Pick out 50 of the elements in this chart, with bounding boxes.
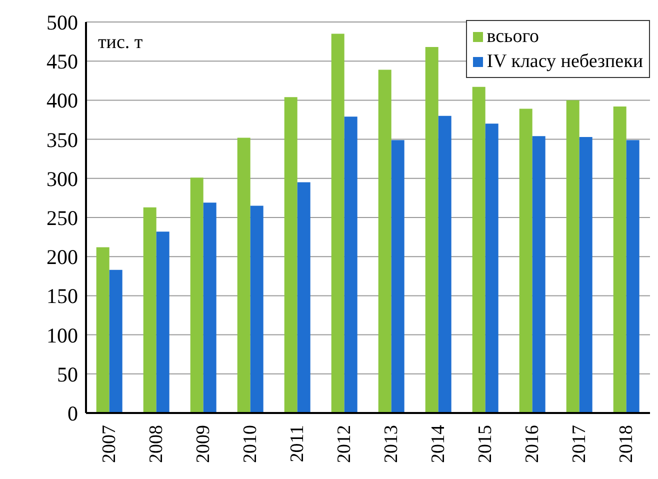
legend-label: всього (486, 25, 540, 49)
legend-label: IV класу небезпеки (486, 50, 643, 74)
bar (391, 140, 404, 413)
bar (109, 270, 122, 413)
bar (96, 247, 110, 413)
y-tick-label: 50 (57, 362, 78, 386)
bar (519, 108, 532, 413)
bar (156, 232, 170, 413)
y-axis-title: тис. т (98, 32, 144, 53)
y-tick-label: 450 (46, 50, 78, 74)
x-tick-label: 2015 (475, 425, 496, 463)
y-tick-label: 400 (46, 88, 78, 113)
x-tick-label: 2016 (522, 425, 543, 463)
bar (438, 116, 452, 413)
bar (143, 207, 156, 413)
y-tick-label: 200 (46, 245, 78, 270)
x-tick-label: 2014 (428, 424, 449, 463)
bar (190, 178, 204, 413)
bar (485, 124, 498, 413)
y-tick-label: 0 (68, 401, 78, 426)
x-tick-label: 2013 (381, 425, 402, 463)
bar (472, 86, 486, 413)
bar (566, 100, 580, 413)
bar (284, 97, 298, 413)
x-tick-label: 2009 (193, 425, 214, 463)
bar (613, 106, 626, 413)
bar (250, 206, 264, 413)
y-tick-label: 250 (46, 206, 78, 230)
bar (237, 138, 250, 413)
bar (203, 202, 216, 413)
bar (532, 136, 546, 413)
x-tick-label: 2012 (334, 425, 355, 463)
x-tick-label: 2018 (616, 425, 637, 463)
bar (297, 182, 310, 413)
y-tick-label: 500 (46, 10, 78, 34)
x-tick-label: 2011 (287, 425, 308, 462)
x-tick-label: 2010 (240, 425, 261, 463)
y-tick-label: 100 (46, 323, 78, 348)
y-tick-label: 350 (46, 128, 78, 152)
y-tick-label: 150 (46, 284, 78, 308)
y-tick-label: 300 (46, 166, 78, 191)
bar (425, 47, 438, 413)
bar (378, 70, 392, 413)
x-tick-label: 2007 (99, 425, 120, 463)
x-tick-label: 2008 (146, 425, 167, 463)
x-tick-label: 2017 (569, 425, 590, 463)
bar (626, 140, 640, 413)
bar (579, 136, 592, 413)
bar (331, 34, 344, 413)
bar (344, 116, 358, 413)
